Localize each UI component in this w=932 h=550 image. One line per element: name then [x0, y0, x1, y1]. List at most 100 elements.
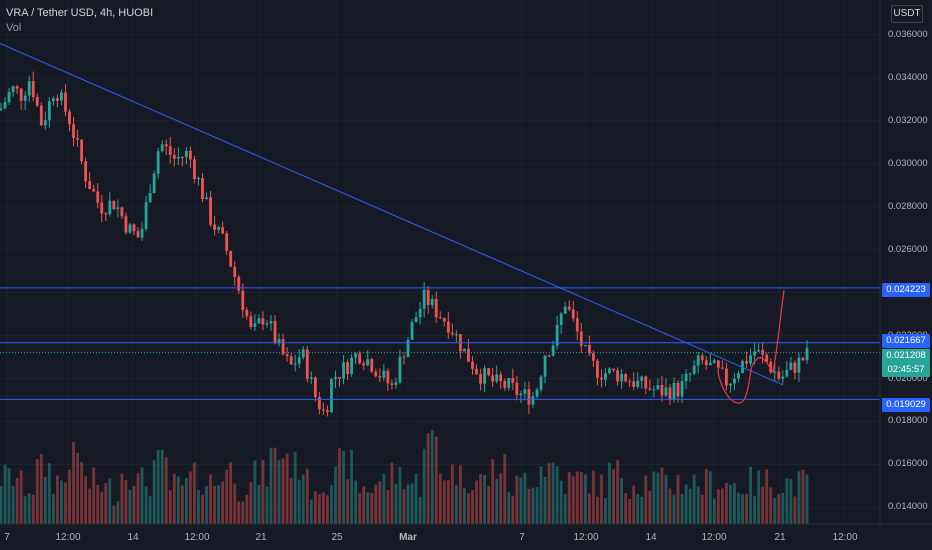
volume-bar [628, 498, 632, 524]
volume-bar [664, 474, 668, 524]
volume-bar [785, 478, 789, 524]
volume-bar [551, 462, 555, 524]
volume-bar [19, 470, 23, 524]
candle-body [116, 207, 120, 210]
time-tick-label: 7 [4, 532, 10, 543]
freehand-annotation[interactable] [717, 289, 785, 404]
candle-body [27, 81, 31, 96]
candle-body [354, 353, 358, 358]
candle-body [592, 353, 595, 361]
volume-bar [414, 473, 418, 524]
volume-bar [0, 485, 3, 524]
volume-bar [217, 485, 221, 524]
symbol-title[interactable]: VRA / Tether USD, 4h, HUOBI [6, 7, 154, 19]
volume-label[interactable]: Vol [6, 22, 22, 34]
candle-body [454, 334, 458, 336]
volume-bar [160, 449, 164, 524]
candle-body [221, 227, 225, 234]
candle-body [322, 409, 325, 411]
bar-countdown: 02:45:57 [887, 364, 925, 375]
chart-drawings[interactable] [0, 43, 880, 404]
candle-body [471, 361, 474, 369]
volume-bar [749, 466, 752, 524]
candle-body [745, 360, 748, 364]
candle-body [692, 365, 696, 374]
candle-body [652, 389, 656, 391]
volume-bar [132, 486, 136, 524]
volume-bar [454, 485, 458, 524]
candle-body [467, 348, 470, 362]
volume-bar [293, 451, 297, 524]
candle-body [350, 357, 354, 375]
candle-body [305, 349, 309, 379]
last-price-tag: 0.021208 02:45:57 [882, 349, 930, 377]
candle-body [180, 156, 184, 158]
candle-body [765, 354, 769, 362]
volume-bar [249, 481, 253, 524]
candle-body [644, 376, 648, 389]
volume-bar [688, 488, 692, 524]
volume-bar [168, 490, 172, 524]
volume-bar [737, 492, 740, 524]
volume-bar [209, 474, 212, 524]
candle-body [370, 359, 374, 372]
volume-bar [592, 470, 595, 524]
volume-bar [72, 441, 75, 524]
chart-grid [0, 0, 880, 524]
candle-body [519, 393, 523, 396]
candle-body [406, 339, 410, 358]
volume-bar [144, 486, 148, 524]
volume-bar [398, 467, 402, 524]
volume-bar [680, 493, 684, 524]
currency-label[interactable]: USDT [891, 5, 923, 23]
candle-body [733, 378, 736, 384]
volume-bar [660, 467, 664, 524]
candle-body [450, 332, 454, 335]
candle-body [253, 323, 257, 328]
candle-body [559, 313, 563, 326]
symbol-header: VRA / Tether USD, 4h, HUOBI Vol [6, 6, 153, 36]
volume-bar [515, 475, 519, 524]
volume-bar [708, 471, 712, 524]
volume-bar [265, 486, 269, 524]
candle-body [39, 105, 43, 126]
candle-body [120, 207, 124, 217]
candle-body [35, 96, 39, 106]
volume-bar [43, 476, 47, 524]
candle-body [523, 389, 527, 394]
candle-body [309, 377, 313, 379]
descending-trendline[interactable] [0, 43, 784, 386]
volume-bar [442, 480, 446, 524]
candle-body [176, 156, 180, 159]
candle-body [197, 178, 200, 180]
volume-bar [213, 485, 216, 524]
candle-body [708, 362, 712, 366]
candle-body [696, 355, 700, 366]
candle-body [442, 318, 446, 322]
volume-bar [108, 478, 112, 524]
candle-body [684, 373, 688, 382]
candle-body [664, 387, 668, 396]
volume-bar [507, 492, 511, 524]
volume-bar [616, 459, 619, 524]
volume-bar [237, 501, 241, 524]
resistance-upper-tag: 0.024223 [882, 283, 930, 297]
candle-body [515, 382, 519, 396]
time-tick-label: 14 [127, 532, 139, 543]
volume-bar [559, 480, 563, 524]
volume-bar [229, 462, 233, 524]
candle-body [543, 355, 547, 377]
volume-bar [374, 484, 378, 524]
time-tick-label: 25 [331, 532, 343, 543]
candle-body [495, 374, 499, 382]
candle-body [491, 375, 495, 382]
candle-body [414, 317, 418, 323]
candle-body [769, 361, 773, 373]
volume-bar [668, 488, 672, 524]
candle-body [317, 397, 321, 410]
volume-bar [301, 474, 305, 524]
volume-bar [193, 462, 196, 524]
volume-bar [313, 490, 317, 524]
candle-body [172, 154, 176, 159]
